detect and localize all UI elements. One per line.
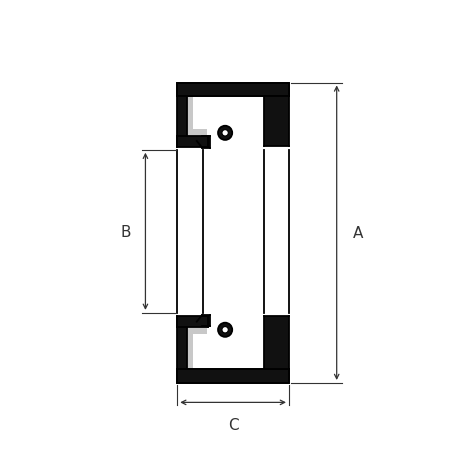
Circle shape	[221, 327, 228, 333]
Circle shape	[218, 127, 232, 140]
Polygon shape	[196, 315, 209, 326]
Polygon shape	[196, 137, 209, 148]
Circle shape	[221, 130, 228, 137]
Polygon shape	[186, 84, 207, 136]
Polygon shape	[186, 327, 207, 382]
Circle shape	[218, 323, 232, 337]
Text: B: B	[120, 224, 131, 239]
Polygon shape	[177, 136, 207, 148]
Polygon shape	[177, 369, 288, 383]
Text: A: A	[352, 226, 362, 241]
Polygon shape	[263, 317, 288, 369]
Polygon shape	[177, 316, 207, 327]
Polygon shape	[177, 326, 186, 369]
Polygon shape	[177, 84, 288, 97]
Polygon shape	[263, 97, 288, 147]
Text: C: C	[227, 417, 238, 432]
Polygon shape	[177, 97, 186, 137]
